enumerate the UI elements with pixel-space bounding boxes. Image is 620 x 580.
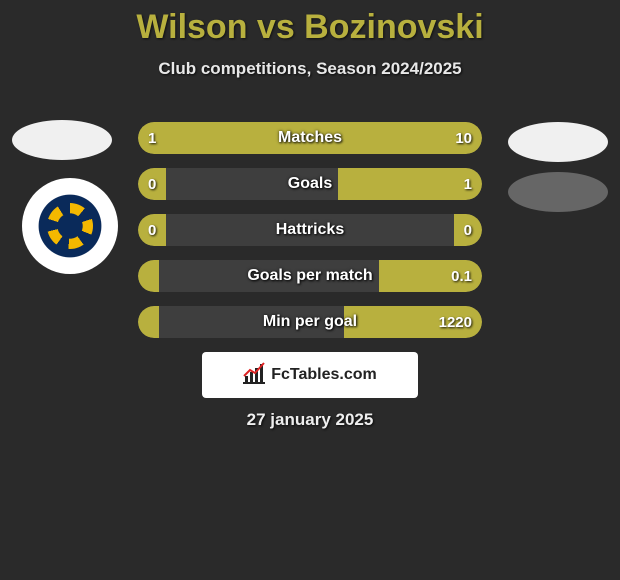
- stat-value-right: 10: [455, 122, 472, 154]
- stat-label: Matches: [138, 122, 482, 154]
- date-label: 27 january 2025: [0, 410, 620, 430]
- page-title: Wilson vs Bozinovski: [0, 0, 620, 47]
- stat-value-right: 1: [464, 168, 472, 200]
- player-left-avatar: [12, 120, 112, 160]
- stat-label: Hattricks: [138, 214, 482, 246]
- stat-row: Goals per match 0.1: [138, 260, 482, 292]
- subtitle: Club competitions, Season 2024/2025: [0, 59, 620, 79]
- brand-text: FcTables.com: [271, 366, 377, 384]
- stat-value-right: 1220: [439, 306, 472, 338]
- brand-logo[interactable]: FcTables.com: [202, 352, 418, 398]
- player-right-avatar: [508, 122, 608, 162]
- club-badge-right: [508, 172, 608, 212]
- stat-value-right: 0: [464, 214, 472, 246]
- stat-row: 1 Matches 10: [138, 122, 482, 154]
- brand-chart-line-icon: [243, 362, 265, 380]
- club-badge-swirl: [47, 203, 93, 249]
- brand-chart-icon: [243, 366, 265, 384]
- stat-row: 0 Goals 1: [138, 168, 482, 200]
- stat-label: Min per goal: [138, 306, 482, 338]
- club-badge-inner: [30, 186, 110, 266]
- stat-row: 0 Hattricks 0: [138, 214, 482, 246]
- stat-label: Goals per match: [138, 260, 482, 292]
- stat-label: Goals: [138, 168, 482, 200]
- stat-row: Min per goal 1220: [138, 306, 482, 338]
- stat-value-right: 0.1: [451, 260, 472, 292]
- stats-container: 1 Matches 10 0 Goals 1 0 Hattricks 0 Goa…: [138, 122, 482, 352]
- club-badge-left: [22, 178, 118, 274]
